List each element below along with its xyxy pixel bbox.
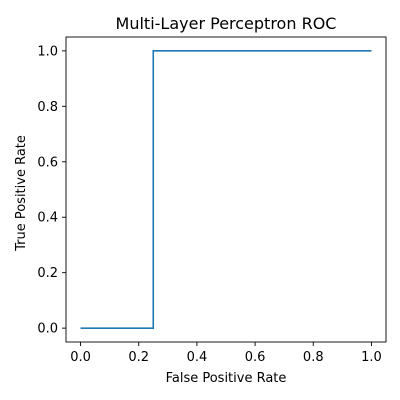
y-tick-label: 0.2 <box>37 266 58 281</box>
roc-curve-line <box>80 50 372 329</box>
x-tick-label: 1.0 <box>361 350 382 365</box>
x-tick-label: 0.2 <box>128 350 149 365</box>
x-tick-label: 0.6 <box>245 350 266 365</box>
y-axis-label: True Positive Rate <box>14 135 29 252</box>
axes-frame <box>65 36 387 343</box>
x-tick-label: 0.4 <box>187 350 208 365</box>
x-axis: 0.0 0.2 0.4 0.6 0.8 1.0 <box>70 342 382 365</box>
y-tick-label: 1.0 <box>37 44 58 59</box>
plot-area <box>65 36 387 343</box>
x-tick-label: 0.8 <box>303 350 324 365</box>
chart-title: Multi-Layer Perceptron ROC <box>116 14 337 33</box>
x-tick-label: 0.0 <box>70 350 91 365</box>
y-tick-label: 0.0 <box>37 322 58 337</box>
x-axis-label: False Positive Rate <box>166 371 287 386</box>
y-axis: 0.0 0.2 0.4 0.6 0.8 1.0 <box>37 44 66 337</box>
y-tick-label: 0.4 <box>37 211 58 226</box>
y-tick-label: 0.8 <box>37 100 58 115</box>
y-tick-label: 0.6 <box>37 155 58 170</box>
